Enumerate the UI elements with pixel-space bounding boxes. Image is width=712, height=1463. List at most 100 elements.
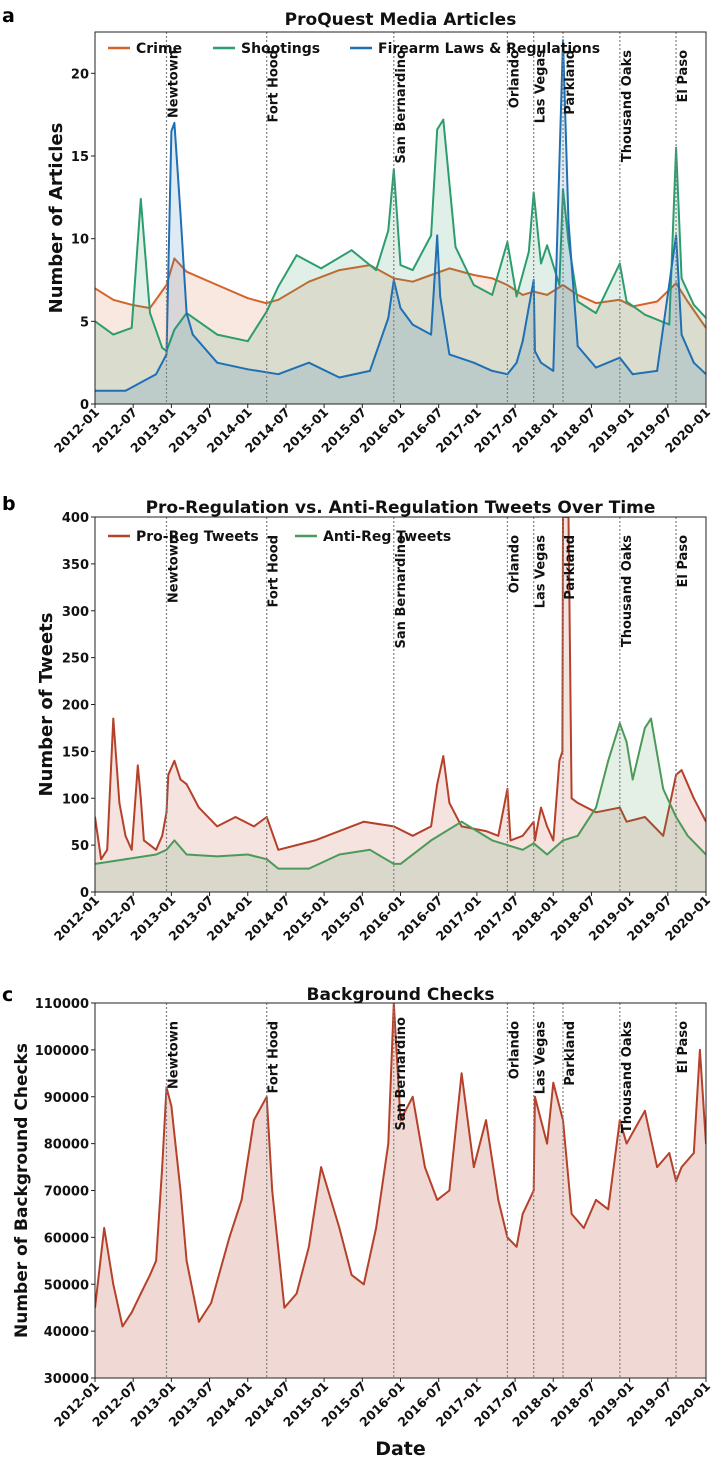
data-point-pro-reg-tweets xyxy=(253,825,255,828)
y-tick-label: 350 xyxy=(62,558,89,573)
y-tick-label: 400 xyxy=(62,511,89,526)
data-point-pro-reg-tweets xyxy=(485,830,487,832)
plot-area xyxy=(95,39,706,404)
panel-a: Newtown Fort Hood San Bernardino Orlando Las… xyxy=(2,5,712,456)
y-tick-label: 20 xyxy=(71,67,89,82)
event-label: El Paso xyxy=(676,535,691,588)
data-point-background-checks xyxy=(198,1320,200,1323)
event-label: Las Vegas xyxy=(534,535,549,609)
data-point-crime xyxy=(686,300,689,303)
data-point-crime xyxy=(173,257,176,260)
data-point-pro-reg-tweets xyxy=(130,848,133,851)
data-point-anti-reg-tweets xyxy=(277,867,280,870)
data-point-background-checks xyxy=(308,1245,310,1248)
data-point-shootings xyxy=(149,312,151,314)
data-point-background-checks xyxy=(350,1274,353,1276)
data-point-anti-reg-tweets xyxy=(650,717,652,720)
data-point-background-checks xyxy=(240,1199,243,1201)
data-point-firearm-laws-regulations xyxy=(692,361,695,364)
data-point-pro-reg-tweets xyxy=(540,806,542,809)
data-point-firearm-laws-regulations xyxy=(631,373,634,376)
data-point-pro-reg-tweets xyxy=(118,802,121,804)
data-point-pro-reg-tweets xyxy=(143,839,145,842)
event-label: Fort Hood xyxy=(267,1021,282,1093)
data-point-crime xyxy=(448,267,451,270)
data-point-shootings xyxy=(491,294,494,296)
data-point-anti-reg-tweets xyxy=(369,848,371,851)
data-point-anti-reg-tweets xyxy=(338,853,341,856)
data-point-anti-reg-tweets xyxy=(686,834,689,837)
data-point-shootings xyxy=(546,244,548,247)
data-point-background-checks xyxy=(570,1213,573,1215)
series-area-anti-reg-tweets xyxy=(95,718,706,892)
data-point-background-checks xyxy=(515,1245,518,1248)
data-point-shootings xyxy=(625,300,628,303)
data-point-background-checks xyxy=(552,1081,555,1084)
event-label: Las Vegas xyxy=(534,50,549,124)
data-point-background-checks xyxy=(692,1152,695,1154)
data-point-pro-reg-tweets xyxy=(112,717,115,720)
data-point-crime xyxy=(546,294,548,296)
panel-c: Newtown Fort Hood San Bernardino Orlando Las… xyxy=(2,984,712,1430)
y-tick-label: 30000 xyxy=(44,1372,89,1387)
data-point-shootings xyxy=(399,264,402,266)
data-point-background-checks xyxy=(472,1166,475,1168)
data-point-firearm-laws-regulations xyxy=(675,234,677,237)
data-point-background-checks xyxy=(436,1199,439,1201)
data-point-crime xyxy=(246,297,249,300)
event-label: Fort Hood xyxy=(267,50,282,122)
data-point-crime xyxy=(216,284,219,286)
data-point-background-checks xyxy=(103,1227,106,1229)
data-point-anti-reg-tweets xyxy=(124,858,127,861)
series-line-shootings xyxy=(95,118,706,353)
data-point-pro-reg-tweets xyxy=(521,834,524,837)
event-label: Orlando xyxy=(507,1021,522,1079)
data-point-background-checks xyxy=(253,1119,255,1122)
data-point-shootings xyxy=(454,246,457,248)
data-point-firearm-laws-regulations xyxy=(191,333,194,336)
data-point-shootings xyxy=(265,310,268,313)
data-point-anti-reg-tweets xyxy=(155,853,158,856)
series-area-background-checks xyxy=(95,1003,706,1378)
data-point-pro-reg-tweets xyxy=(161,834,164,837)
data-point-anti-reg-tweets xyxy=(399,863,402,865)
data-point-firearm-laws-regulations xyxy=(430,333,432,336)
data-point-background-checks xyxy=(411,1095,414,1098)
data-point-background-checks xyxy=(170,1105,173,1107)
data-point-background-checks xyxy=(644,1109,646,1112)
data-point-background-checks xyxy=(155,1259,158,1262)
data-point-firearm-laws-regulations xyxy=(567,221,570,224)
data-point-background-checks xyxy=(173,1133,176,1136)
data-point-anti-reg-tweets xyxy=(173,839,176,842)
data-point-anti-reg-tweets xyxy=(392,863,395,865)
data-point-crime xyxy=(595,302,597,304)
data-point-background-checks xyxy=(283,1306,286,1309)
panel-title: Background Checks xyxy=(307,985,495,1005)
data-point-pro-reg-tweets xyxy=(442,755,445,757)
data-point-pro-reg-tweets xyxy=(460,825,463,828)
data-point-shootings xyxy=(411,269,414,271)
data-point-anti-reg-tweets xyxy=(662,788,665,790)
y-tick-label: 0 xyxy=(80,398,89,413)
event-label: San Bernardino xyxy=(394,50,409,164)
data-point-pro-reg-tweets xyxy=(155,848,158,851)
event-label: Newtown xyxy=(166,1021,181,1089)
data-point-crime xyxy=(521,294,524,296)
data-point-shootings xyxy=(112,333,115,336)
data-point-crime xyxy=(411,280,414,283)
data-point-pro-reg-tweets xyxy=(692,797,695,800)
event-label: El Paso xyxy=(676,50,691,103)
data-point-background-checks xyxy=(532,1189,535,1192)
event-label: Parkland xyxy=(563,1021,578,1086)
data-point-background-checks xyxy=(130,1311,133,1314)
event-label: Parkland xyxy=(563,50,578,115)
panel-letter: a xyxy=(2,5,15,27)
data-point-firearm-laws-regulations xyxy=(448,353,451,356)
data-point-pro-reg-tweets xyxy=(662,834,665,837)
data-point-background-checks xyxy=(607,1208,610,1211)
data-point-anti-reg-tweets xyxy=(216,855,219,858)
data-point-shootings xyxy=(436,128,439,131)
y-tick-label: 300 xyxy=(62,605,89,620)
event-label: Las Vegas xyxy=(534,1021,549,1095)
data-point-anti-reg-tweets xyxy=(576,834,579,837)
